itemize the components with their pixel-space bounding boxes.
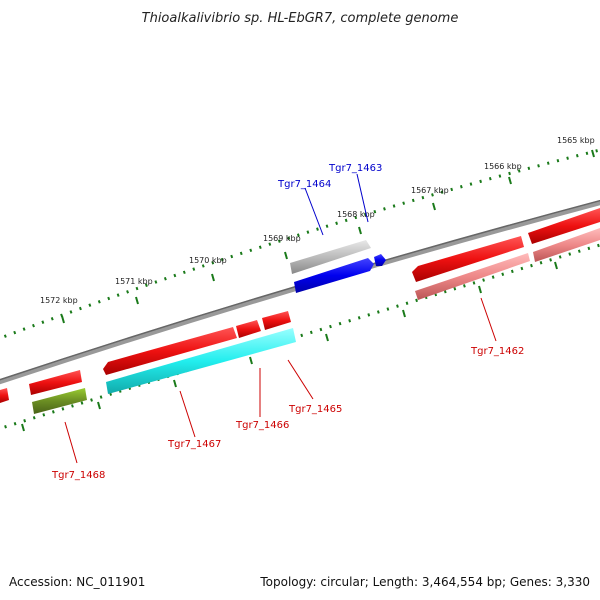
gene-red-edge[interactable] [0,388,9,403]
gene-label-tgr7-1465: Tgr7_1465 [288,404,342,415]
tick-label: 1565 kbp [557,136,595,145]
gene-label-tgr7-1467: Tgr7_1467 [167,439,221,450]
gene-tgr7-1462[interactable] [415,253,530,300]
genome-backbone [0,200,600,385]
gene-label-tgr7-1462: Tgr7_1462 [470,346,524,357]
gene-tgr7-1463[interactable] [374,254,386,266]
gene-label-tgr7-1468: Tgr7_1468 [51,470,105,481]
tick-label: 1569 kbp [263,234,301,243]
gene-tgr7-1467[interactable] [103,327,237,375]
gene-tgr7-1464[interactable] [294,258,374,293]
inner-strand-genes [0,228,600,414]
gene-tgr7-1468[interactable] [29,370,82,395]
gene-tgr7-1465[interactable] [262,311,291,330]
gene-label-tgr7-1464: Tgr7_1464 [277,179,331,190]
gene-grey[interactable] [290,240,371,274]
label-leader-lines [64,173,497,464]
gene-red[interactable] [528,208,600,244]
gene-pink[interactable] [533,228,600,262]
inner-scale-ring [0,243,600,431]
outer-major-ticks [61,149,595,324]
outer-strand-genes [290,208,600,293]
tick-label: 1568 kbp [337,210,375,219]
genome-title: Thioalkalivibrio sp. HL-EbGR7, complete … [142,11,459,26]
accession-text: Accession: NC_011901 [9,575,145,589]
tick-label: 1566 kbp [484,162,522,171]
topology-text: Topology: circular; Length: 3,464,554 bp… [259,575,590,589]
gene-label-tgr7-1463: Tgr7_1463 [328,163,382,174]
tick-label: 1567 kbp [411,186,449,195]
gene-tgr7-1466[interactable] [236,320,261,338]
outer-scale-ring [0,148,600,340]
inner-major-ticks [21,261,558,432]
gene-red[interactable] [412,236,524,282]
tick-label: 1571 kbp [115,277,153,286]
gene-cyan[interactable] [106,328,296,394]
gene-olive[interactable] [32,388,87,414]
tick-label: 1570 kbp [189,256,227,265]
tick-label: 1572 kbp [40,296,78,305]
gene-label-tgr7-1466: Tgr7_1466 [235,420,289,431]
